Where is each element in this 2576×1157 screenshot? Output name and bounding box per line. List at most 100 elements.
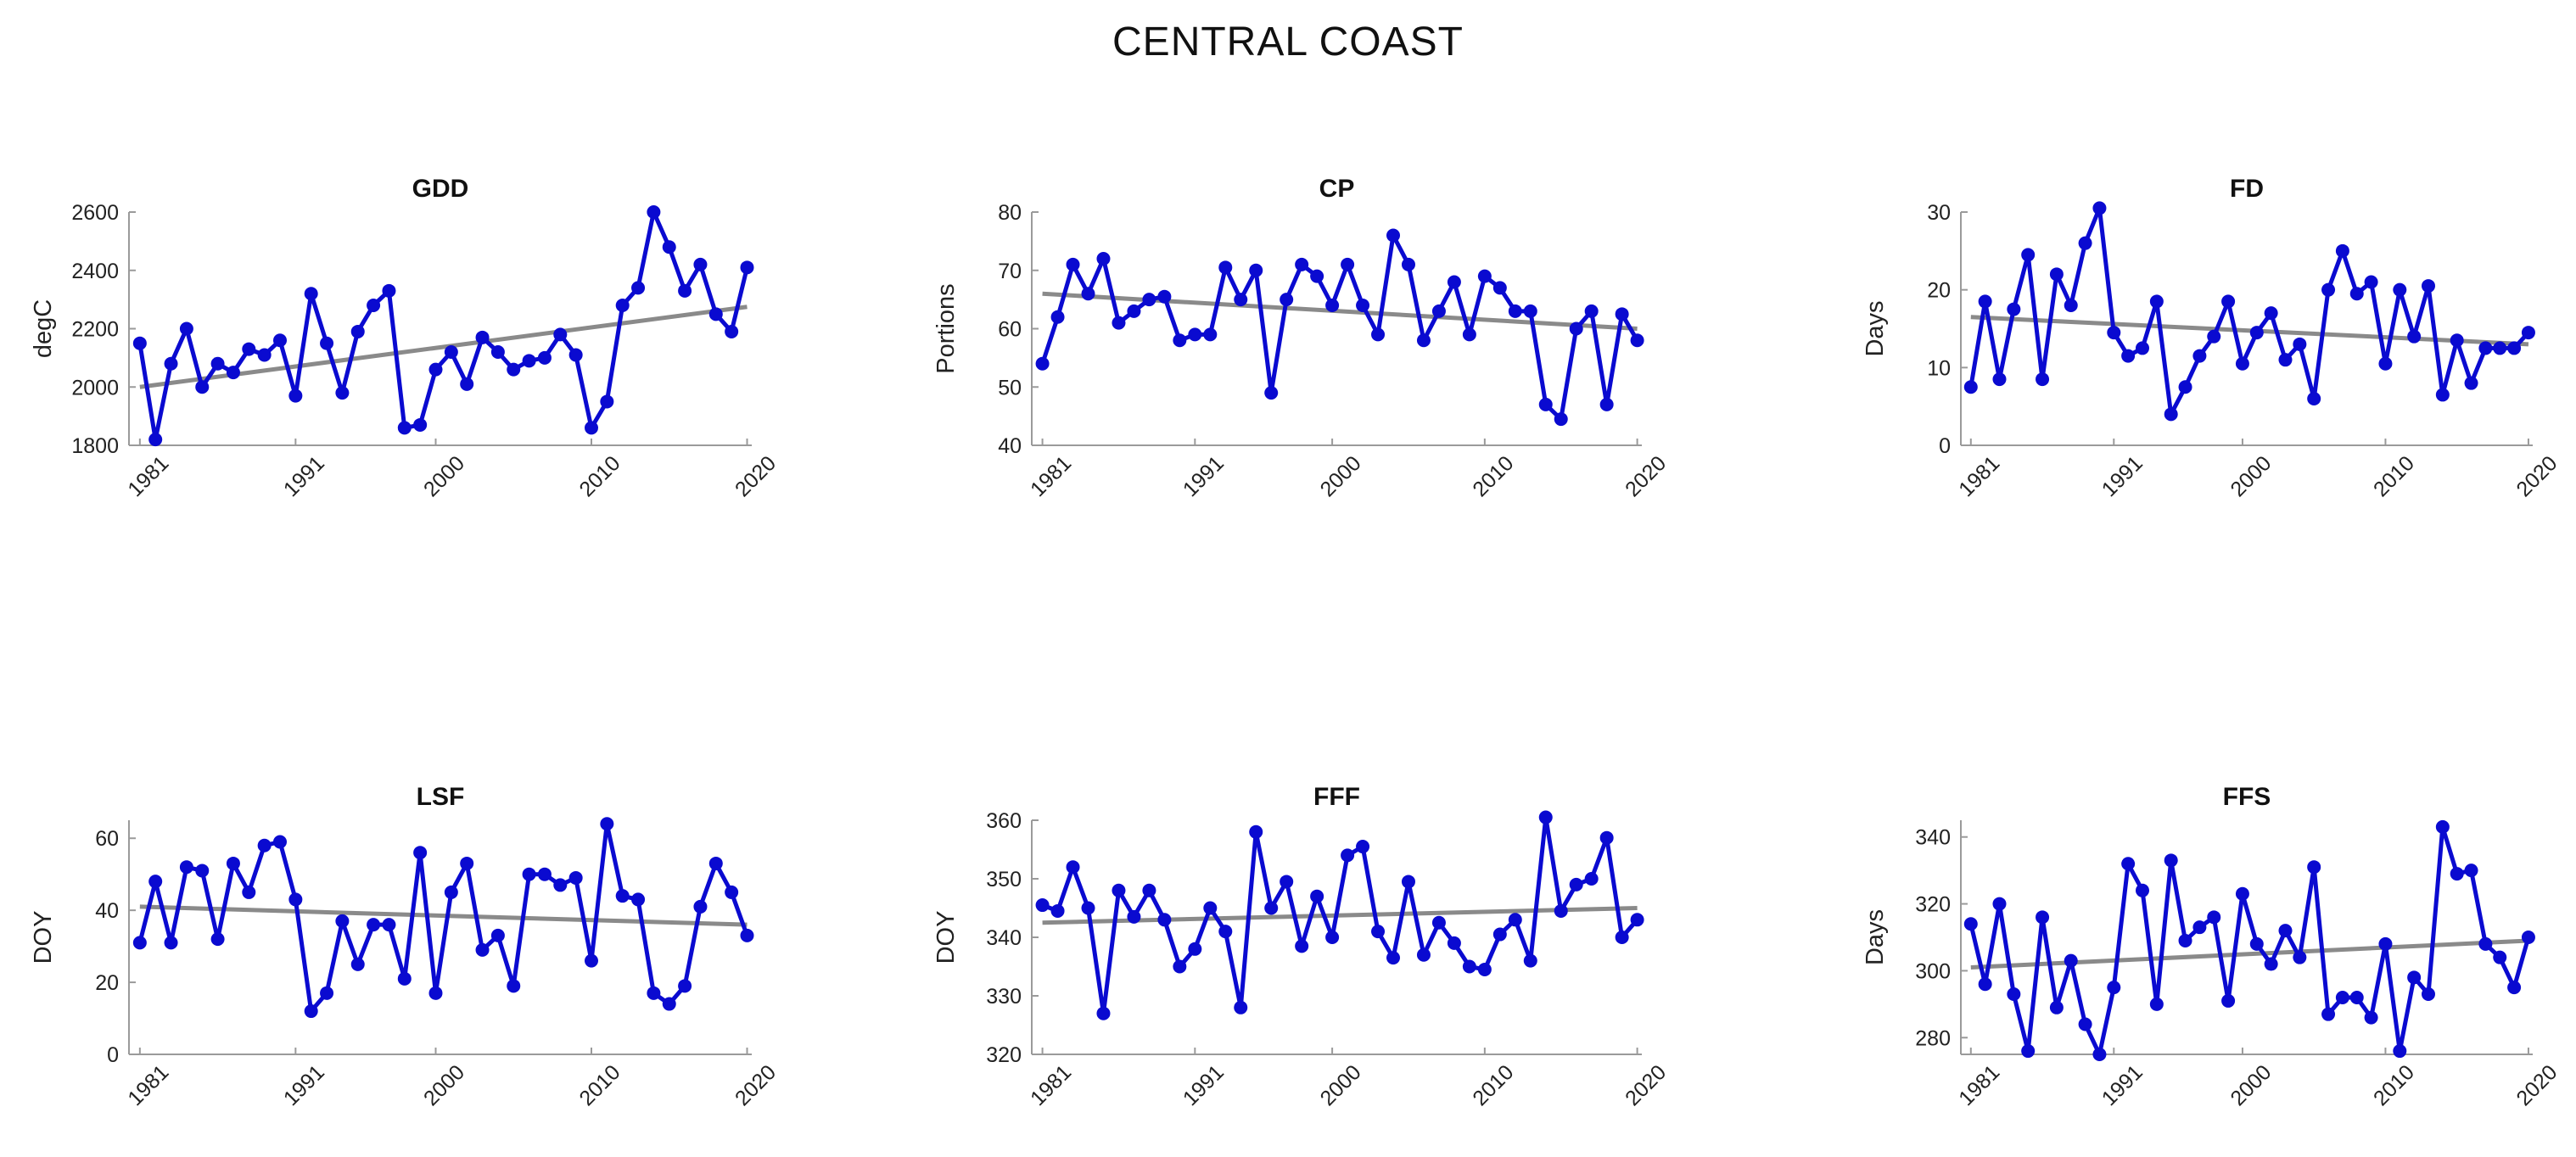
x-tick-label: 1981 xyxy=(1954,451,2004,501)
data-point xyxy=(257,838,272,852)
data-point xyxy=(2421,279,2435,293)
data-point xyxy=(1508,913,1522,927)
data-point xyxy=(2278,353,2293,367)
data-point xyxy=(2450,867,2464,881)
data-point xyxy=(1477,962,1492,976)
data-point xyxy=(1630,913,1644,927)
x-tick-label: 2020 xyxy=(2512,451,2562,501)
trend-line xyxy=(1970,315,2529,347)
data-point xyxy=(1492,927,1507,942)
data-point xyxy=(568,348,583,362)
y-tick-label: 1800 xyxy=(71,434,119,458)
data-point xyxy=(210,932,225,947)
series-line xyxy=(137,821,749,1014)
data-point xyxy=(1280,875,1294,889)
data-point xyxy=(2207,910,2221,925)
panel-fd: 0 10 20 30 1981 1991 2000 2010 2020 FD Days xyxy=(1862,175,2562,501)
data-point xyxy=(1188,327,1202,342)
data-point xyxy=(397,421,412,435)
series-line xyxy=(1041,815,1639,1016)
data-point xyxy=(1447,275,1461,289)
y-tick-label: 20 xyxy=(1927,279,1951,303)
x-tick-label: 1981 xyxy=(1954,1060,2004,1110)
panel-title: LSF xyxy=(417,783,465,811)
data-point xyxy=(460,856,474,870)
data-point xyxy=(1295,939,1309,953)
data-point xyxy=(647,986,661,1000)
data-point xyxy=(537,867,552,881)
data-point xyxy=(475,942,490,957)
data-point xyxy=(2521,931,2535,944)
y-axis-label: degC xyxy=(30,299,57,358)
data-point xyxy=(1096,252,1111,265)
y-tick-label: 60 xyxy=(998,318,1022,342)
y-tick-label: 20 xyxy=(95,971,119,995)
data-point xyxy=(662,240,676,254)
data-point xyxy=(507,979,521,993)
data-point xyxy=(1630,333,1644,348)
data-point xyxy=(304,287,318,301)
data-point xyxy=(1447,936,1461,950)
x-tick-label: 2000 xyxy=(1316,1060,1366,1110)
data-point xyxy=(2121,857,2136,871)
data-point xyxy=(2107,981,2121,995)
x-tick-label: 1981 xyxy=(1026,451,1076,501)
data-point xyxy=(1234,1000,1248,1014)
data-point xyxy=(1249,263,1263,277)
x-tick-label: 2000 xyxy=(419,451,469,501)
data-point xyxy=(1341,257,1355,271)
data-point xyxy=(1462,959,1476,974)
series-line xyxy=(1968,205,2530,416)
data-point xyxy=(2178,380,2192,394)
data-point xyxy=(1462,327,1476,342)
data-point xyxy=(1310,889,1324,903)
x-tick-label: 1991 xyxy=(2097,451,2148,501)
data-point xyxy=(1066,257,1080,271)
data-point xyxy=(2049,1000,2064,1014)
data-point xyxy=(1538,397,1553,411)
data-point xyxy=(2021,248,2036,262)
data-point xyxy=(242,885,256,899)
data-point xyxy=(210,356,225,371)
data-point xyxy=(2393,1044,2407,1059)
y-tick-label: 30 xyxy=(1927,201,1951,225)
y-tick-label: 2400 xyxy=(71,260,119,283)
data-point xyxy=(2335,243,2349,258)
data-point xyxy=(1371,925,1386,939)
data-point xyxy=(2507,981,2522,995)
data-point xyxy=(1508,304,1522,318)
data-point xyxy=(678,979,692,993)
x-tick-label: 2010 xyxy=(2369,451,2419,501)
data-point xyxy=(1615,931,1629,944)
x-tick-label: 1981 xyxy=(1026,1060,1076,1110)
y-tick-label: 70 xyxy=(998,260,1022,283)
data-point xyxy=(1431,915,1446,930)
y-tick-label: 0 xyxy=(1939,434,1951,458)
data-point xyxy=(678,283,692,298)
data-point xyxy=(335,386,350,400)
data-point xyxy=(1310,269,1324,283)
data-point xyxy=(2435,819,2450,834)
data-point xyxy=(708,856,723,870)
data-point xyxy=(1963,380,1978,394)
data-point xyxy=(1218,925,1233,939)
panel-lsf: 0 20 40 60 1981 1991 2000 2010 2020 LSF DOY xyxy=(30,783,781,1110)
data-point xyxy=(164,356,178,371)
data-point xyxy=(2421,987,2435,1002)
data-point xyxy=(2007,302,2021,316)
data-point xyxy=(553,327,568,342)
data-point xyxy=(2078,236,2092,250)
y-tick-label: 0 xyxy=(107,1043,119,1067)
data-point xyxy=(2407,970,2422,985)
data-point xyxy=(1050,903,1065,918)
data-point xyxy=(413,417,428,432)
data-point xyxy=(1554,412,1568,427)
data-point xyxy=(1569,877,1583,892)
data-point xyxy=(490,345,505,359)
data-point xyxy=(1599,830,1614,845)
data-point xyxy=(2135,341,2149,355)
y-tick-label: 2600 xyxy=(71,201,119,225)
panel-title: FFS xyxy=(2223,783,2271,811)
data-point xyxy=(1978,977,1992,992)
data-point xyxy=(2264,957,2278,971)
